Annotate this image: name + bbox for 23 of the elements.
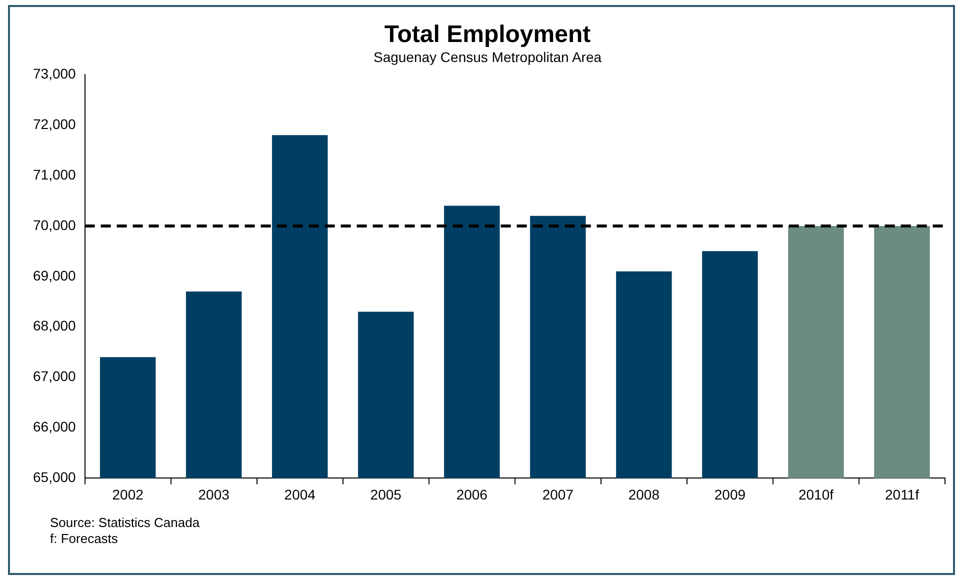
x-tick-label: 2010f [798,486,834,502]
chart-subtitle: Saguenay Census Metropolitan Area [373,49,602,66]
y-tick-label: 69,000 [32,267,76,284]
x-tick-label: 2005 [370,486,402,502]
y-tick-label: 68,000 [32,318,76,334]
x-tick-label: 2004 [284,486,316,502]
x-tick-label: 2007 [542,486,574,502]
y-tick-label: 73,000 [32,65,76,82]
y-tick-label: 71,000 [32,166,76,182]
y-tick-label: 72,000 [32,116,76,132]
x-tick-label: 2011f [884,486,920,502]
chart-title: Total Employment [384,21,591,48]
x-tick-label: 2002 [112,486,144,502]
x-tick-label: 2006 [456,486,488,502]
x-tick-label: 2008 [628,486,660,502]
y-tick-label: 67,000 [32,368,76,384]
source-note: Source: Statistics Canada [50,515,200,531]
y-tick-label: 70,000 [32,216,76,233]
y-tick-label: 66,000 [32,418,76,435]
y-tick-label: 65,000 [32,469,76,486]
text: f: Forecasts [50,531,119,547]
x-tick-label: 2003 [198,486,230,502]
x-tick-label: 2009 [714,486,746,502]
